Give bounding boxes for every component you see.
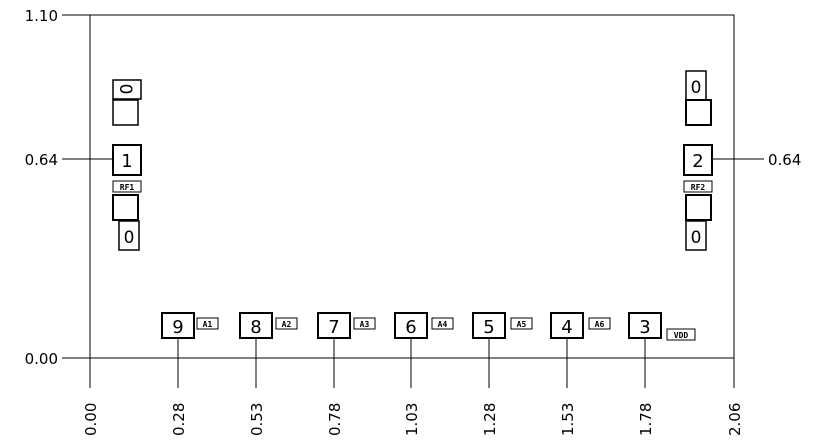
pad-tag: A4 xyxy=(438,320,448,329)
x-label-8: 2.06 xyxy=(726,403,744,436)
pad-1-box xyxy=(112,144,142,176)
pad-box xyxy=(161,312,195,339)
pad-number: 8 xyxy=(250,317,261,338)
bottom-pad-8: 8 A2 xyxy=(239,312,298,339)
pad-box xyxy=(317,312,351,339)
pad-tag: A1 xyxy=(203,320,213,329)
pad-tag: A3 xyxy=(360,320,370,329)
x-label-1: 0.28 xyxy=(170,403,188,436)
pad-tag: A5 xyxy=(517,320,527,329)
pad-box xyxy=(472,312,506,339)
pad-number: 9 xyxy=(172,317,183,338)
pad-tag: VDD xyxy=(674,331,689,340)
zero-box-top xyxy=(112,79,142,100)
y-label-mid: 0.64 xyxy=(25,151,58,169)
right-upper-square xyxy=(685,99,712,126)
pad-tag-box xyxy=(431,317,454,330)
pad-tag-box xyxy=(275,317,298,330)
bottom-pad-6: 6 A4 xyxy=(394,312,454,339)
pad-tag-box xyxy=(353,317,376,330)
pad-tag: A6 xyxy=(595,320,605,329)
pad-1-number: 1 xyxy=(121,151,132,172)
right-lower-square xyxy=(685,194,712,221)
x-label-4: 1.03 xyxy=(403,403,421,436)
bottom-pad-4: 4 A6 xyxy=(550,312,611,339)
right-pad-stack: 0 2 RF2 0 xyxy=(683,70,713,251)
x-label-6: 1.53 xyxy=(559,403,577,436)
pad-2-number: 2 xyxy=(692,151,703,172)
pad-box xyxy=(239,312,273,339)
x-label-2: 0.53 xyxy=(248,403,266,436)
pad-tag-box xyxy=(588,317,611,330)
zero-box-bottom xyxy=(118,220,140,251)
pad-number: 4 xyxy=(561,317,572,338)
zero-box-bottom xyxy=(685,220,707,251)
bottom-pad-7: 7 A3 xyxy=(317,312,376,339)
zero-label-bottom: 0 xyxy=(691,228,702,248)
pad-box xyxy=(550,312,584,339)
left-lower-square xyxy=(112,194,139,221)
rf1-tag: RF1 xyxy=(120,183,135,192)
pad-number: 6 xyxy=(405,317,416,338)
pad-number: 3 xyxy=(639,317,650,338)
pad-tag: A2 xyxy=(282,320,292,329)
y-label-top: 1.10 xyxy=(25,7,58,25)
package-outline xyxy=(89,14,735,359)
zero-label-top: 0 xyxy=(115,84,135,95)
zero-label-bottom: 0 xyxy=(124,228,135,248)
pad-box xyxy=(394,312,428,339)
bottom-pad-9: 9 A1 xyxy=(161,312,219,339)
pad-number: 7 xyxy=(328,317,339,338)
x-label-5: 1.28 xyxy=(481,403,499,436)
left-pad-stack: 0 1 RF1 0 xyxy=(112,79,142,251)
pad-tag-box xyxy=(196,317,219,330)
x-label-7: 1.78 xyxy=(637,403,655,436)
pad-2-box xyxy=(683,144,713,176)
pad-tag-box xyxy=(666,328,696,341)
x-label-0: 0.00 xyxy=(82,403,100,436)
y-label-bottom: 0.00 xyxy=(25,350,58,368)
pad-box xyxy=(628,312,662,339)
x-dimension-group: 0.00 0.28 0.53 0.78 1.03 1.28 1.53 1.78 … xyxy=(82,338,744,436)
pad-tag-box xyxy=(510,317,533,330)
bottom-pad-3: 3 VDD xyxy=(628,312,696,341)
pad-number: 5 xyxy=(483,317,494,338)
left-upper-square xyxy=(112,99,139,126)
rf2-tag: RF2 xyxy=(691,183,706,192)
right-label: 0.64 xyxy=(768,151,801,169)
x-label-3: 0.78 xyxy=(326,403,344,436)
zero-label-top: 0 xyxy=(691,78,702,98)
rf1-tag-box xyxy=(112,180,142,193)
rf2-tag-box xyxy=(683,180,713,193)
bottom-pad-5: 5 A5 xyxy=(472,312,533,339)
